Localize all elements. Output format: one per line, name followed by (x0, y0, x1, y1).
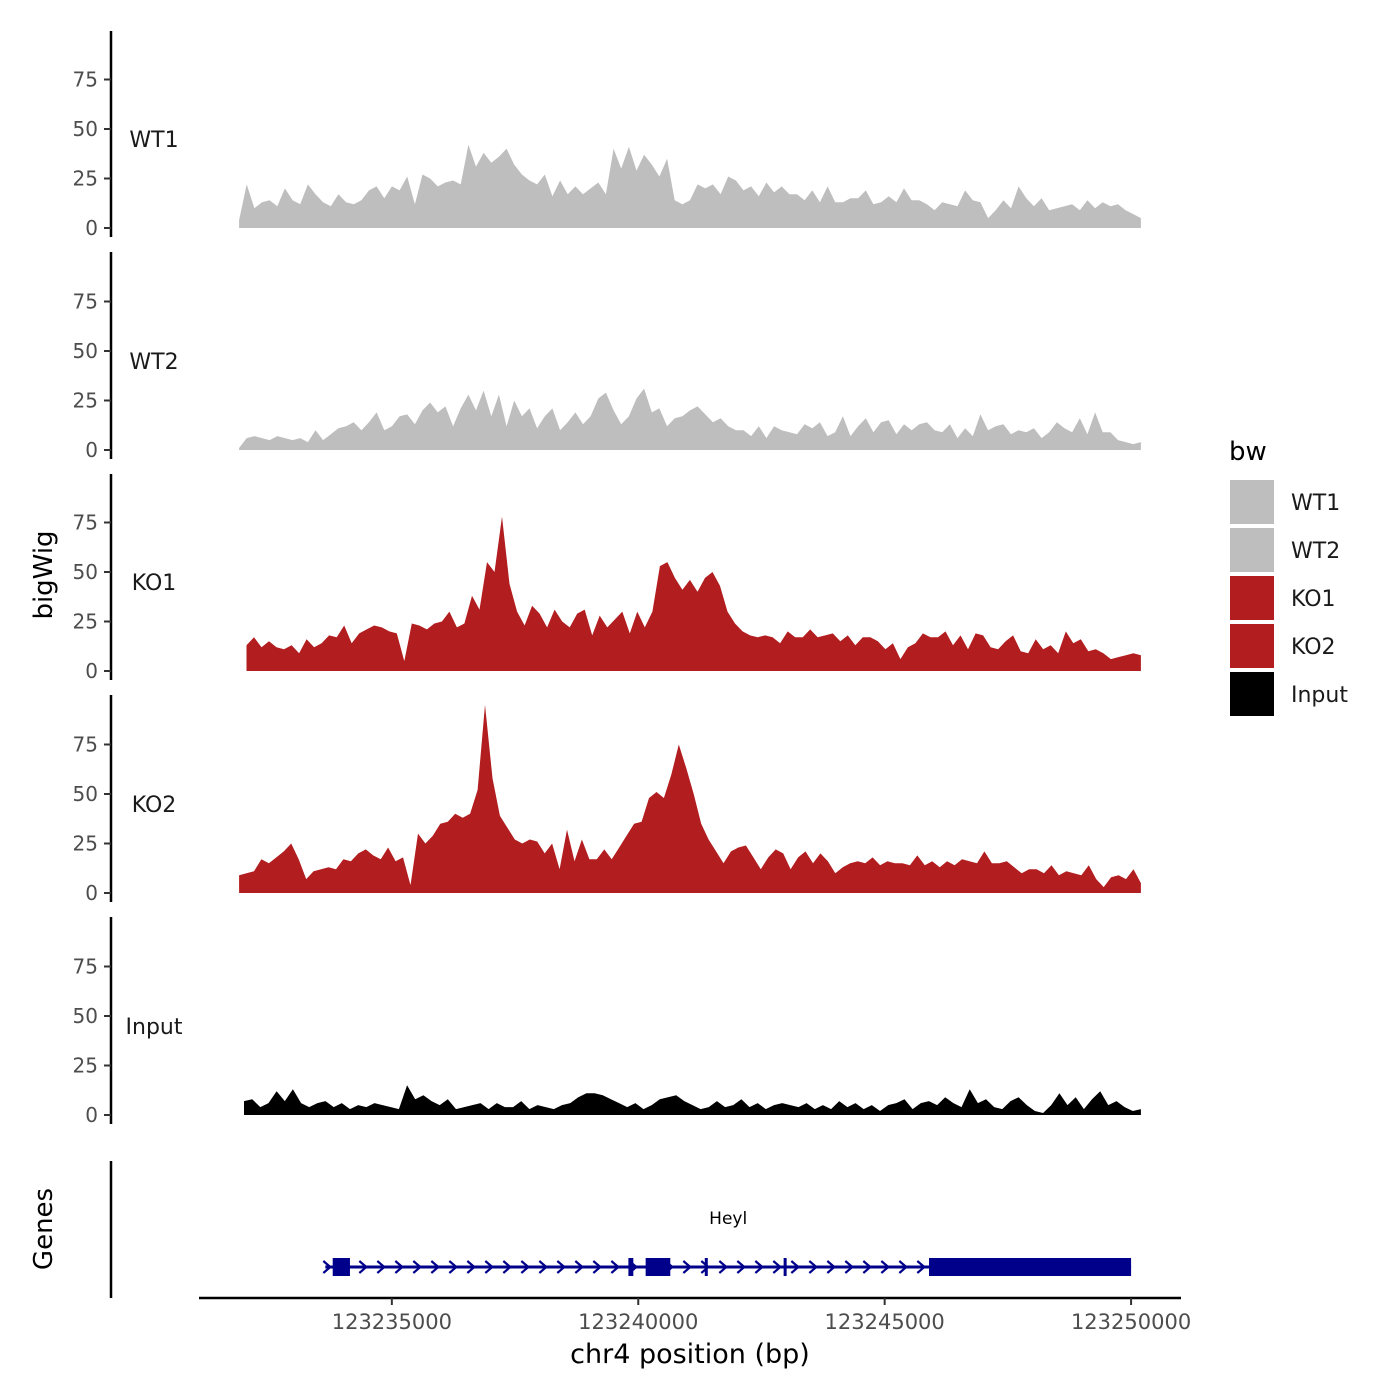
y-axis-title: bigWig (29, 530, 59, 619)
x-tick-label: 123250000 (1071, 1310, 1191, 1334)
strand-arrow (610, 1260, 621, 1274)
track-label: WT1 (129, 128, 178, 153)
track-label: WT2 (129, 350, 178, 375)
y-tick-label: 50 (73, 117, 98, 141)
y-tick-label: 25 (73, 167, 98, 191)
y-tick-label: 25 (73, 832, 98, 856)
strand-arrow (826, 1260, 837, 1274)
strand-arrow (772, 1260, 783, 1274)
y-tick-label: 75 (73, 290, 98, 314)
track-label: KO1 (132, 571, 177, 596)
track-wt2: 0 25 50 75 WT2 (73, 252, 1141, 462)
legend-label-input: Input (1291, 683, 1348, 708)
gene-exon (645, 1258, 671, 1276)
track-ko2: 0 25 50 75 KO2 (73, 695, 1141, 905)
y-tick-label: 50 (73, 560, 98, 584)
strand-arrow (412, 1260, 423, 1274)
strand-arrow (394, 1260, 405, 1274)
strand-arrow (556, 1260, 567, 1274)
strand-arrow (538, 1260, 549, 1274)
area-ko1 (246, 516, 1141, 671)
strand-arrow (430, 1260, 441, 1274)
legend-swatch-input (1230, 672, 1274, 716)
strand-arrow (322, 1260, 333, 1274)
track-ko1: 0 25 50 75 KO1 (73, 474, 1141, 683)
area-wt1 (239, 144, 1141, 228)
strand-arrow (808, 1260, 819, 1274)
track-wt1: 0 25 50 75 WT1 (73, 31, 1141, 240)
strand-arrow (844, 1260, 855, 1274)
genes-axis-title: Genes (29, 1188, 59, 1270)
y-tick-label: 25 (73, 610, 98, 634)
y-tick-label: 0 (85, 659, 98, 683)
x-tick-label: 123235000 (332, 1310, 452, 1334)
y-tick-label: 0 (85, 438, 98, 462)
legend-label-ko2: KO2 (1291, 635, 1336, 660)
y-tick-label: 0 (85, 881, 98, 905)
track-label: KO2 (132, 793, 177, 818)
strand-arrow (898, 1260, 909, 1274)
y-tick-label: 25 (73, 1054, 98, 1078)
strand-arrow (916, 1260, 927, 1274)
gene-exon (628, 1258, 634, 1276)
strand-arrow (592, 1260, 603, 1274)
legend-swatch-wt1 (1230, 480, 1274, 524)
strand-arrow (718, 1260, 729, 1274)
strand-arrow (448, 1260, 459, 1274)
gene-label: Heyl (709, 1209, 747, 1229)
x-ticks-group: 123235000 123240000 123245000 123250000 (332, 1298, 1191, 1334)
strand-arrow (862, 1260, 873, 1274)
legend: bw WT1 WT2 KO1 KO2 Input (1229, 437, 1348, 716)
legend-title: bw (1229, 437, 1267, 467)
x-tick-label: 123240000 (578, 1310, 698, 1334)
strand-arrow (736, 1260, 747, 1274)
area-wt2 (239, 388, 1141, 450)
area-ko2 (239, 704, 1141, 893)
x-tick-label: 123245000 (825, 1310, 945, 1334)
legend-label-wt2: WT2 (1291, 539, 1340, 564)
strand-arrow (376, 1260, 387, 1274)
gene-exon (704, 1258, 708, 1276)
x-axis-title: chr4 position (bp) (570, 1339, 810, 1370)
legend-swatch-wt2 (1230, 528, 1274, 572)
y-tick-label: 75 (73, 733, 98, 757)
legend-label-ko1: KO1 (1291, 587, 1336, 612)
gene-exon (783, 1258, 787, 1276)
strand-arrow (466, 1260, 477, 1274)
strand-arrow (574, 1260, 585, 1274)
gene-heyl: Heyl (322, 1209, 1132, 1276)
strand-arrow (502, 1260, 513, 1274)
tracks-group: 0 25 50 75 WT1 0 25 50 75 WT2 0 25 50 75 KO1 0 25 50 75 KO2… (73, 31, 1141, 1127)
y-tick-label: 50 (73, 339, 98, 363)
strand-arrow (520, 1260, 531, 1274)
gene-exon (929, 1258, 1132, 1276)
track-label: Input (126, 1015, 183, 1040)
strand-arrow (682, 1260, 693, 1274)
strand-arrow (700, 1260, 711, 1274)
gene-exon (332, 1258, 350, 1276)
y-tick-label: 25 (73, 389, 98, 413)
y-tick-label: 75 (73, 68, 98, 92)
strand-arrow (754, 1260, 765, 1274)
strand-arrow (790, 1260, 801, 1274)
legend-swatch-ko1 (1230, 576, 1274, 620)
legend-swatch-ko2 (1230, 624, 1274, 668)
strand-arrow (880, 1260, 891, 1274)
y-tick-label: 75 (73, 511, 98, 535)
y-tick-label: 0 (85, 216, 98, 240)
y-tick-label: 0 (85, 1103, 98, 1127)
strand-arrow (358, 1260, 369, 1274)
genes-group: Heyl (322, 1209, 1132, 1276)
y-tick-label: 50 (73, 782, 98, 806)
track-input: 0 25 50 75 Input (73, 917, 1141, 1127)
y-tick-label: 75 (73, 955, 98, 979)
strand-arrow (484, 1260, 495, 1274)
area-input (244, 1085, 1141, 1115)
legend-label-wt1: WT1 (1291, 491, 1340, 516)
y-tick-label: 50 (73, 1004, 98, 1028)
